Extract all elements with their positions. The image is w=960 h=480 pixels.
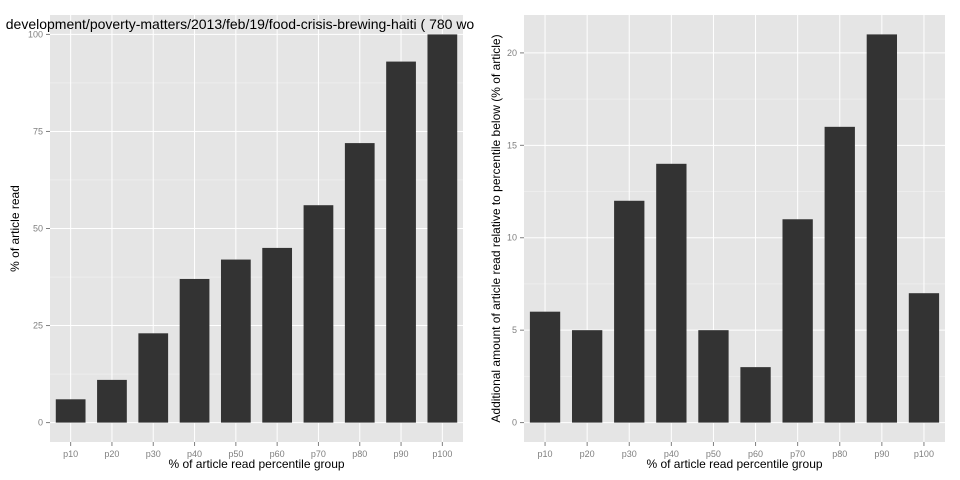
x-tick-label: p70 [311, 449, 326, 459]
y-tick-label: 50 [33, 224, 43, 234]
x-tick-label: p70 [790, 449, 805, 459]
x-tick-label: p30 [146, 449, 161, 459]
x-axis-label: % of article read percentile group [168, 457, 344, 471]
bar-p20 [571, 330, 603, 423]
y-tick-label: 75 [33, 126, 43, 136]
x-tick-label: p10 [63, 449, 78, 459]
bar-p50 [698, 330, 729, 423]
x-tick-label: p10 [538, 449, 553, 459]
x-tick-label: p40 [187, 449, 202, 459]
x-tick-label: p60 [748, 449, 763, 459]
x-tick-label: p50 [706, 449, 721, 459]
bar-p60 [740, 367, 771, 423]
y-tick-label: 15 [507, 140, 517, 150]
chart-title: development/poverty-matters/2013/feb/19/… [6, 16, 475, 32]
y-axis-label: % of article read [8, 185, 22, 272]
bar-p10 [55, 399, 86, 423]
x-tick-label: p40 [664, 449, 679, 459]
y-tick-label: 5 [512, 325, 517, 335]
bar-p50 [220, 259, 251, 423]
y-tick-label: 25 [33, 321, 43, 331]
bar-p70 [303, 205, 334, 423]
x-tick-label: p20 [104, 449, 119, 459]
bar-p90 [386, 61, 416, 423]
bar-p40 [179, 278, 210, 423]
bar-p10 [529, 311, 561, 423]
bar-p100 [908, 293, 940, 423]
x-tick-label: p100 [914, 449, 934, 459]
x-tick-label: p100 [432, 449, 452, 459]
bar-p60 [262, 247, 293, 423]
bar-p30 [138, 333, 169, 423]
bar-p100 [427, 34, 458, 423]
y-tick-label: 100 [28, 29, 43, 39]
x-tick-label: p20 [580, 449, 595, 459]
y-axis-label: Additional amount of article read relati… [489, 34, 503, 422]
x-tick-label: p60 [270, 449, 285, 459]
bar-p40 [656, 163, 687, 423]
bar-p90 [866, 34, 898, 423]
y-tick-label: 10 [507, 233, 517, 243]
x-tick-label: p30 [622, 449, 637, 459]
x-tick-label: p50 [228, 449, 243, 459]
y-tick-label: 0 [512, 418, 517, 428]
bar-p80 [344, 143, 375, 423]
x-tick-label: p80 [352, 449, 367, 459]
bar-p20 [97, 379, 127, 423]
x-tick-label: p90 [394, 449, 409, 459]
right-chart: 0 5 10 15 20 p10 p20 p30 p40 p50 p60 p70 p80 p90 p100%… [489, 15, 945, 471]
x-tick-label: p90 [874, 449, 889, 459]
bar-p70 [782, 219, 813, 423]
y-tick-label: 20 [507, 48, 517, 58]
y-tick-label: 0 [38, 418, 43, 428]
bar-p30 [614, 200, 645, 423]
bar-p80 [824, 126, 855, 423]
left-chart: 0 25 50 75 100 p10 p20 p30 p40 p50 p60 p70 p80 p90 p10… [6, 15, 475, 471]
x-axis-label: % of article read percentile group [646, 457, 822, 471]
x-tick-label: p80 [832, 449, 847, 459]
